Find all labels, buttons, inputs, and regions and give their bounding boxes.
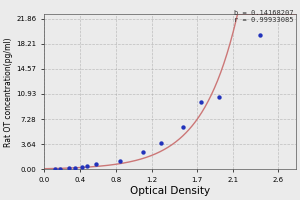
Text: b = 0.14168207
r = 0.99933085: b = 0.14168207 r = 0.99933085 [235,10,294,23]
Point [58,167,62,170]
Point [217,95,222,99]
Point [52,167,57,171]
Point [140,151,145,154]
Point [79,165,84,169]
X-axis label: Optical Density: Optical Density [130,186,210,196]
Point [73,166,78,169]
Point [67,167,71,170]
Point [199,100,204,103]
Point [118,160,123,163]
Point [257,33,262,36]
Point [85,164,89,167]
Point [94,162,98,165]
Y-axis label: Rat OT concentration(pg/ml): Rat OT concentration(pg/ml) [4,37,13,147]
Point [181,125,186,128]
Point [158,142,163,145]
